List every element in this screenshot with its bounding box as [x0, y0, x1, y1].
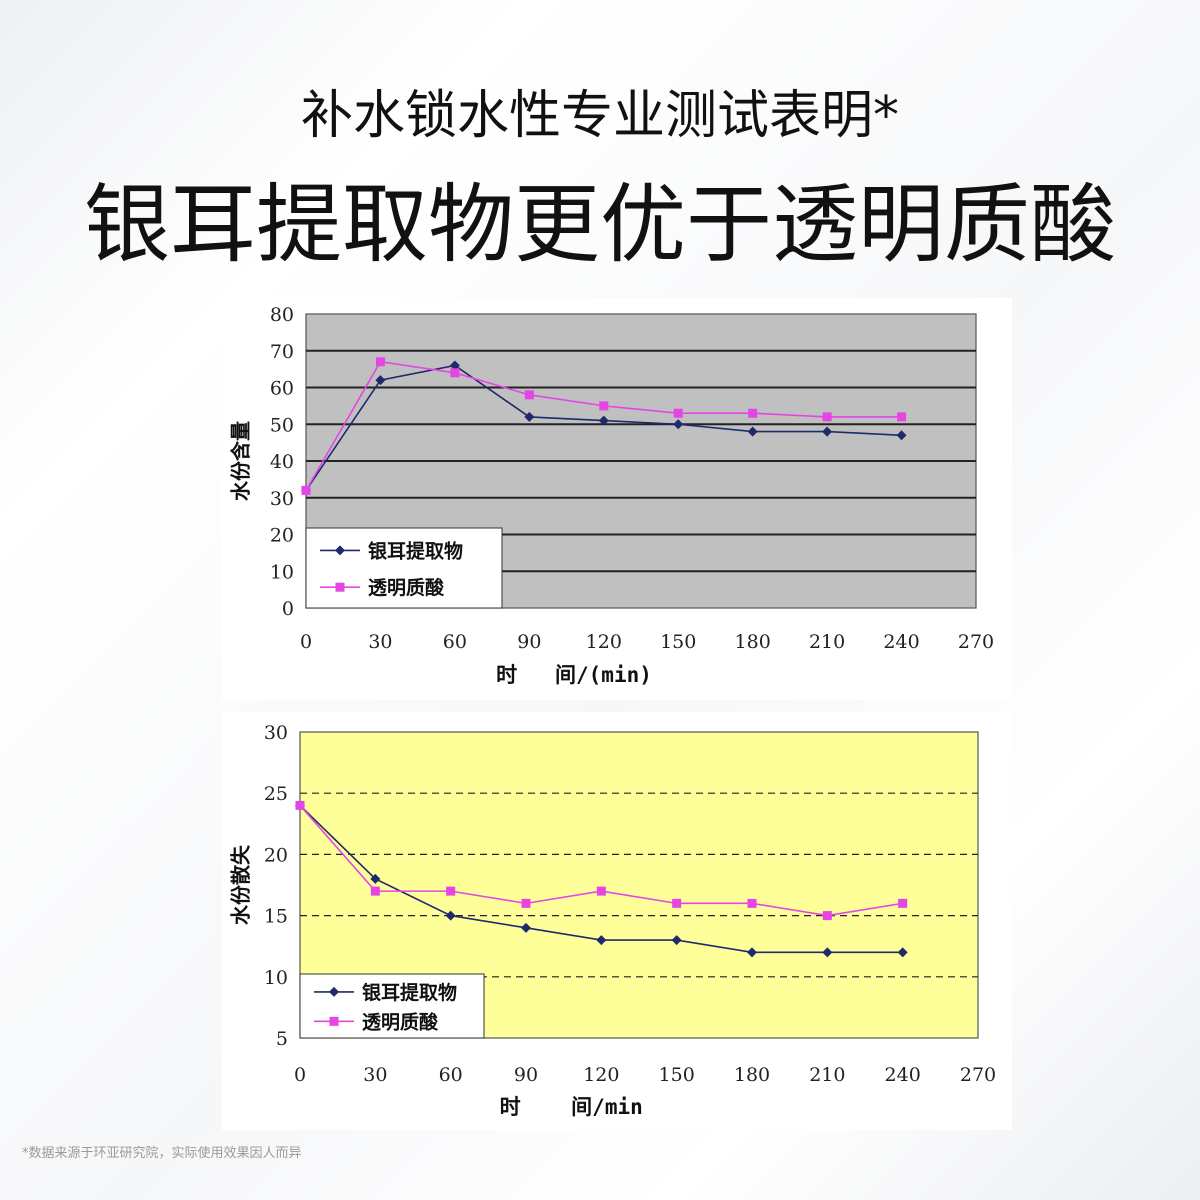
legend-marker-diamond [335, 545, 345, 556]
moisture-content-chart-svg: 0 10 20 30 40 50 60 70 80 0 30 60 90 120 150 180 210 240 2… [229, 304, 995, 687]
y-tick-label: 50 [270, 414, 294, 436]
y-tick-label: 80 [270, 304, 294, 326]
data-point-square [295, 800, 305, 810]
moisture-content-chart: 0 10 20 30 40 50 60 70 80 0 30 60 90 120 150 180 210 240 2… [222, 298, 1012, 700]
data-point-diamond [598, 415, 609, 426]
data-point-diamond [822, 426, 833, 437]
data-point-square [822, 911, 832, 921]
moisture-loss-chart-svg: 5 10 15 20 25 30 0 30 60 90 120 150 180 210 240 270 水份散失… [229, 722, 997, 1119]
page-title: 银耳提取物更优于透明质酸 [84, 175, 1116, 275]
legend-label: 银耳提取物 [368, 539, 463, 562]
y-tick-label: 10 [264, 967, 288, 989]
data-point-diamond [449, 360, 460, 371]
legend-box [305, 527, 503, 609]
data-point-diamond [747, 426, 758, 437]
data-point-square [822, 412, 832, 422]
y-tick-label: 5 [276, 1028, 288, 1050]
y-tick-label: 10 [270, 561, 294, 583]
data-point-diamond [375, 375, 386, 386]
data-point-square [521, 898, 531, 908]
y-tick-label: 25 [264, 783, 288, 805]
data-point-diamond [897, 947, 908, 958]
y-axis-label: 水份散失 [229, 844, 253, 925]
y-tick-label: 60 [270, 378, 294, 400]
data-point-diamond [524, 411, 535, 422]
y-axis-label: 水份含量 [229, 421, 253, 501]
x-tick-label: 150 [660, 631, 696, 653]
y-tick-label: 20 [270, 525, 294, 547]
data-point-diamond [822, 947, 833, 958]
legend-marker-square [335, 582, 345, 592]
data-point-diamond [747, 947, 757, 958]
x-tick-label: 210 [809, 631, 845, 653]
data-point-square [446, 886, 456, 896]
y-tick-label: 30 [270, 488, 294, 510]
x-tick-label: 270 [960, 1064, 996, 1086]
x-axis-label: 时 间/(min) [496, 663, 652, 687]
data-point-square [596, 886, 606, 896]
data-point-diamond [521, 922, 531, 933]
data-point-square [599, 401, 609, 411]
x-tick-label: 120 [586, 631, 622, 653]
x-tick-label: 180 [734, 1064, 770, 1086]
x-tick-label: 30 [368, 631, 392, 653]
x-tick-label: 90 [514, 1064, 538, 1086]
data-point-square [301, 485, 311, 495]
x-tick-label: 150 [659, 1064, 695, 1086]
subtitle: 补水锁水性专业测试表明* [300, 86, 899, 146]
data-point-square [450, 368, 460, 378]
legend-marker-diamond [329, 986, 339, 997]
footnote: *数据来源于环亚研究院，实际使用效果因人而异 [22, 1146, 302, 1161]
y-tick-label: 0 [282, 598, 294, 620]
legend-label: 银耳提取物 [362, 981, 457, 1004]
y-tick-label: 70 [270, 341, 294, 363]
y-tick-label: 15 [264, 906, 288, 928]
x-tick-label: 60 [439, 1064, 463, 1086]
x-axis-label: 时 间/min [500, 1095, 643, 1119]
data-point-square [748, 408, 758, 418]
y-tick-label: 30 [264, 722, 288, 744]
data-point-diamond [445, 910, 456, 921]
data-point-square [524, 390, 534, 400]
x-tick-label: 60 [443, 631, 467, 653]
data-point-square [672, 898, 682, 908]
data-point-diamond [673, 419, 684, 430]
data-point-square [673, 408, 683, 418]
x-tick-label: 90 [517, 631, 541, 653]
data-point-diamond [896, 430, 907, 441]
x-tick-label: 120 [583, 1064, 619, 1086]
x-tick-label: 30 [363, 1064, 387, 1086]
moisture-loss-chart: 5 10 15 20 25 30 0 30 60 90 120 150 180 210 240 270 水份散失… [222, 712, 1012, 1130]
data-point-square [375, 357, 385, 367]
x-tick-label: 270 [958, 631, 994, 653]
legend-marker-square [329, 1016, 339, 1026]
x-tick-label: 240 [885, 1064, 921, 1086]
x-tick-label: 210 [809, 1064, 845, 1086]
y-tick-label: 40 [270, 451, 294, 473]
data-point-square [898, 898, 908, 908]
data-point-diamond [596, 935, 607, 946]
data-point-diamond [671, 935, 682, 946]
data-point-diamond [370, 873, 381, 884]
x-tick-label: 0 [300, 631, 312, 653]
y-tick-label: 20 [264, 844, 288, 866]
legend-label: 透明质酸 [362, 1010, 439, 1033]
x-tick-label: 0 [294, 1064, 306, 1086]
x-tick-label: 180 [735, 631, 771, 653]
data-point-square [370, 886, 380, 896]
data-point-square [747, 898, 757, 908]
data-point-square [897, 412, 907, 422]
legend-label: 透明质酸 [368, 576, 445, 599]
x-tick-label: 240 [883, 631, 919, 653]
legend-box [299, 973, 485, 1039]
